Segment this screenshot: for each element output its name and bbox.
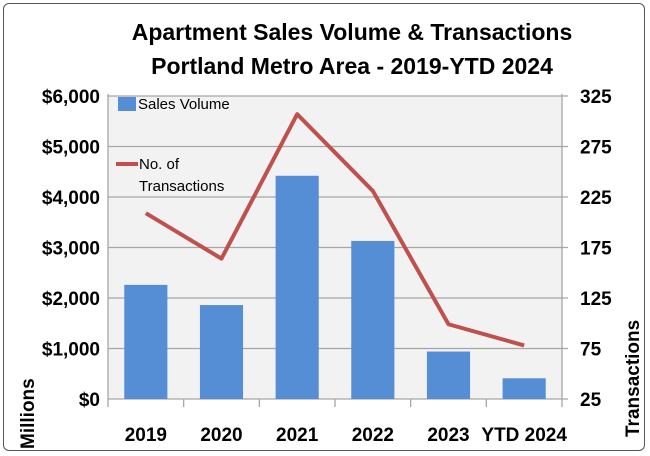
y2-tick-label: 225	[580, 188, 612, 209]
y2-tick-label: 175	[580, 239, 612, 260]
y2-axis-label: Transactions	[623, 320, 644, 437]
y2-tick-label: 75	[580, 340, 602, 361]
bar-2019	[124, 284, 168, 399]
y2-tick-label: 125	[580, 289, 612, 310]
legend-label-sales-volume: Sales Volume	[138, 96, 230, 113]
x-tick-label: YTD 2024	[481, 425, 567, 446]
y2-tick-label: 25	[580, 390, 602, 411]
x-tick-label: 2022	[352, 425, 394, 446]
y2-tick-label: 325	[580, 87, 612, 108]
y-axis-label: Millions	[18, 378, 39, 449]
chart-frame	[3, 3, 645, 451]
x-tick-label: 2023	[427, 425, 469, 446]
y2-tick-label: 275	[580, 138, 612, 159]
bar-2023	[426, 351, 471, 399]
bar-2021	[275, 175, 319, 399]
bar-2022	[351, 240, 395, 399]
bar-ytd-2024	[502, 378, 546, 399]
y-tick-label: $1,000	[42, 340, 100, 361]
bar-2020	[199, 305, 244, 399]
y-tick-label: $6,000	[42, 87, 100, 108]
y-tick-label: $3,000	[42, 239, 100, 260]
chart-subtitle: Portland Metro Area - 2019-YTD 2024	[151, 53, 553, 79]
legend: Sales Volume No. of Transactions	[116, 96, 230, 195]
legend-label-transactions-1: No. of	[139, 156, 180, 173]
legend-swatch-sales-volume	[118, 97, 136, 111]
y-tick-label: $2,000	[42, 289, 100, 310]
x-tick-label: 2020	[200, 425, 242, 446]
y-tick-label: $0	[79, 390, 100, 411]
y-tick-label: $4,000	[42, 188, 100, 209]
chart-title: Apartment Sales Volume & Transactions	[132, 19, 573, 45]
legend-label-transactions-2: Transactions	[139, 178, 224, 195]
transactions-line	[144, 112, 525, 348]
x-tick-label: 2019	[125, 425, 167, 446]
x-tick-label: 2021	[276, 425, 319, 446]
y-tick-label: $5,000	[42, 138, 100, 159]
